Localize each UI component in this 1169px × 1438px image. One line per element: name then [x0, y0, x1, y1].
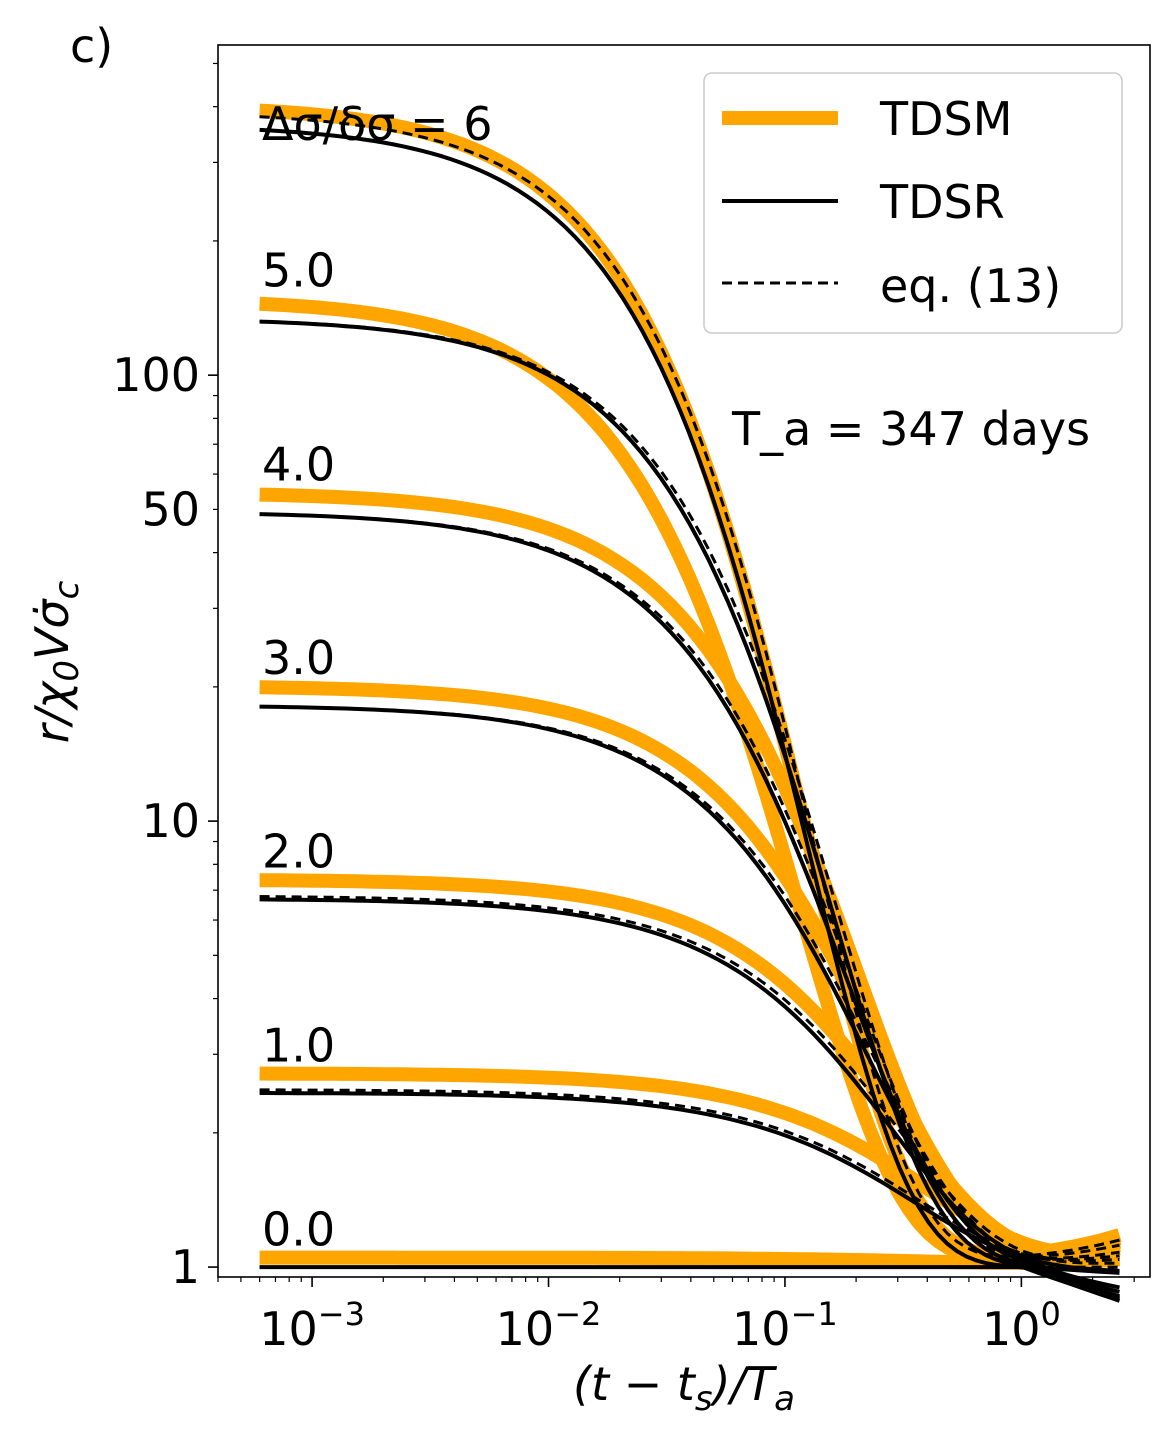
y-tick-label-3: 100: [112, 348, 200, 402]
y-axis-title: r/χ0Vσ̇c: [25, 580, 87, 743]
curve-label-4: 4.0: [262, 437, 335, 491]
eq13-curve-6: [259, 115, 1120, 1258]
x-tick-label-0: 10−3: [259, 1295, 365, 1356]
plot-frame: [217, 44, 1151, 1278]
legend-label-tdsm: TDSM: [879, 92, 1012, 146]
tdsr-curve-2: [259, 897, 1120, 1290]
tdsm-curve-4: [259, 487, 1122, 1260]
legend: TDSM TDSR eq. (13): [703, 72, 1123, 334]
eq13-curve-5: [259, 319, 1120, 1258]
x-tick-label-1: 10−2: [496, 1295, 602, 1356]
tdsm-curve-3: [259, 680, 1121, 1260]
x-axis-title: (t − ts)/Ta: [573, 1357, 795, 1419]
y-tick-label-2: 50: [141, 482, 200, 536]
y-tick-label-1: 10: [141, 794, 200, 848]
legend-label-tdsr: TDSR: [879, 175, 1005, 229]
x-tick-label-3: 100: [982, 1295, 1061, 1356]
ta-annotation: T_a = 347 days: [731, 402, 1090, 456]
tdsm-curve-2: [259, 873, 1121, 1261]
curve-label-0: 0.0: [262, 1203, 335, 1257]
y-axis: 1 10 50 100: [112, 62, 218, 1294]
eq13-curve-3: [259, 705, 1120, 1262]
legend-box: [703, 72, 1123, 334]
panel-label: c): [70, 19, 113, 73]
legend-label-eq13: eq. (13): [880, 259, 1061, 313]
curve-label-5: 5.0: [262, 244, 335, 298]
tdsr-curve-0: [259, 1265, 1120, 1275]
eq13-curve-4: [259, 512, 1120, 1260]
curve-labels: 0.0 1.0 2.0 3.0 4.0 5.0: [262, 244, 335, 1257]
curves: [259, 103, 1122, 1303]
x-tick-label-2: 10−1: [732, 1295, 838, 1356]
eq13-curve-2: [259, 895, 1120, 1263]
ratio-annotation: Δσ/δσ = 6: [262, 97, 492, 151]
tdsr-curve-3: [259, 704, 1120, 1294]
curve-label-2: 2.0: [262, 824, 335, 878]
tdsr-curve-5: [259, 319, 1121, 1301]
curve-label-3: 3.0: [262, 631, 335, 685]
x-axis: 10−3 10−2 10−1 100: [217, 1277, 1135, 1356]
y-tick-label-0: 1: [171, 1240, 200, 1294]
tdsr-curve-6: [259, 127, 1121, 1303]
curve-label-1: 1.0: [262, 1018, 335, 1072]
